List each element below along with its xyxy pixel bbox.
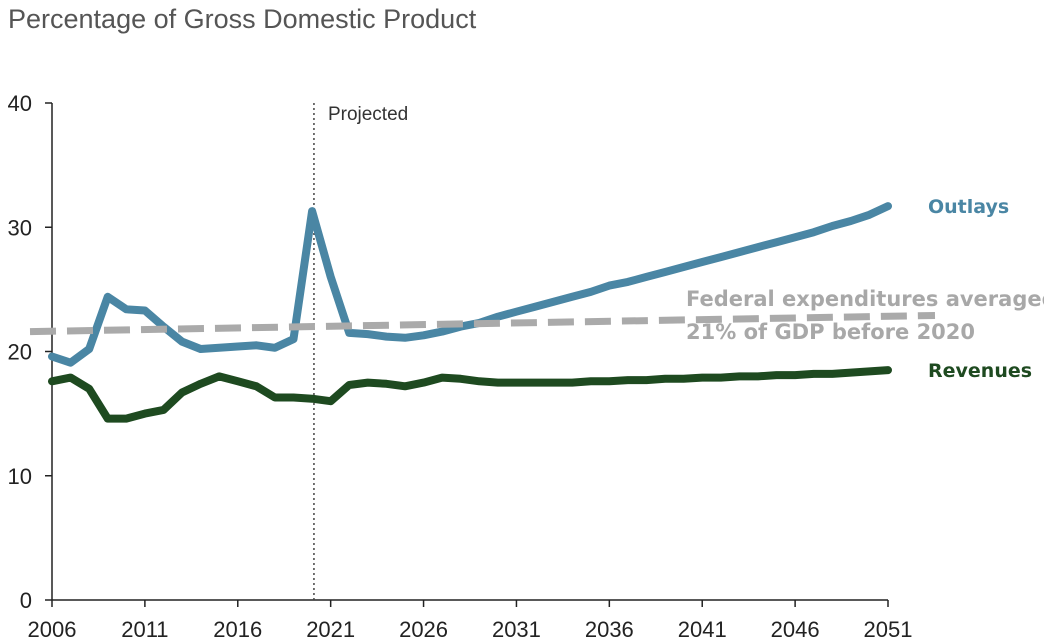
series-line-revenues — [48, 366, 892, 423]
x-tick-label: 2041 — [678, 617, 727, 642]
x-tick-label: 2011 — [121, 617, 168, 642]
x-tick-label: 2006 — [28, 617, 77, 642]
average-reference: Federal expenditures averaged 21% of GDP… — [29, 287, 1044, 344]
x-tick-label: 2026 — [399, 617, 448, 642]
y-axis-ticks: 0 10 20 30 40 — [8, 91, 52, 613]
x-axis-ticks: 2006 2011 2016 2021 2026 2031 2036 2041 2046 2051 — [28, 600, 913, 642]
reference-annotation-line-2: 21% of GDP before 2020 — [686, 320, 975, 344]
series-label-outlays: Outlays — [928, 196, 1009, 218]
x-tick-label: 2021 — [306, 617, 355, 642]
projected-marker: Projected — [313, 103, 408, 600]
series-line-outlays — [48, 202, 892, 367]
series — [48, 202, 892, 423]
x-tick-label: 2031 — [492, 617, 541, 642]
series-labels: Outlays Revenues — [928, 196, 1032, 382]
reference-annotation-line-1: Federal expenditures averaged — [686, 287, 1044, 311]
x-tick-label: 2046 — [771, 617, 820, 642]
projected-label: Projected — [328, 104, 408, 125]
y-tick-label: 20 — [8, 340, 32, 365]
series-label-revenues: Revenues — [928, 360, 1032, 382]
x-tick-label: 2036 — [585, 617, 634, 642]
average-reference-line — [29, 311, 936, 336]
axes — [51, 103, 888, 601]
x-tick-label: 2051 — [864, 617, 913, 642]
x-tick-label: 2016 — [213, 617, 262, 642]
y-tick-label: 0 — [20, 588, 32, 613]
chart-title: Percentage of Gross Domestic Product — [8, 4, 477, 34]
y-tick-label: 40 — [8, 91, 32, 116]
y-tick-label: 10 — [8, 464, 32, 489]
y-tick-label: 30 — [8, 215, 32, 240]
